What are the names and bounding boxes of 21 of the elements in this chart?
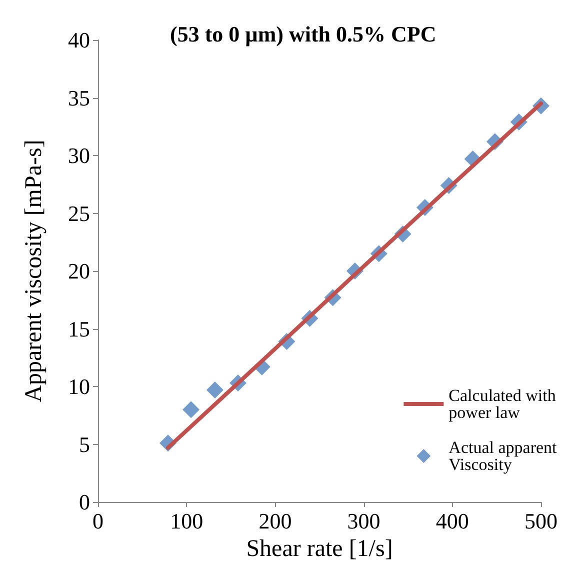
x-tick-label: 200 <box>258 508 292 534</box>
x-tick-label: 500 <box>524 508 558 534</box>
x-tick-label: 400 <box>436 508 469 534</box>
y-tick-label: 5 <box>79 432 90 457</box>
y-tick-label: 10 <box>68 374 90 399</box>
x-tick-label: 100 <box>170 508 204 534</box>
y-tick-label: 30 <box>68 143 90 168</box>
chart-title: (53 to 0 µm) with 0.5% CPC <box>170 22 436 46</box>
legend-label: Actual apparent Viscosity <box>448 438 562 474</box>
y-tick-label: 25 <box>68 200 90 226</box>
point <box>206 381 224 398</box>
legend-label: Calculated with power law <box>448 386 560 422</box>
x-axis-title: Shear rate [1/s] <box>246 536 393 562</box>
y-tick-label: 0 <box>79 490 90 514</box>
point <box>182 401 200 418</box>
y-axis-title: Apparent viscosity [mPa-s] <box>21 140 47 402</box>
y-tick-label: 15 <box>68 316 90 342</box>
y-tick-label: 40 <box>68 28 90 52</box>
x-tick-label: 300 <box>347 508 380 534</box>
y-tick-label: 20 <box>68 258 90 284</box>
y-tick-label: 35 <box>68 85 90 110</box>
